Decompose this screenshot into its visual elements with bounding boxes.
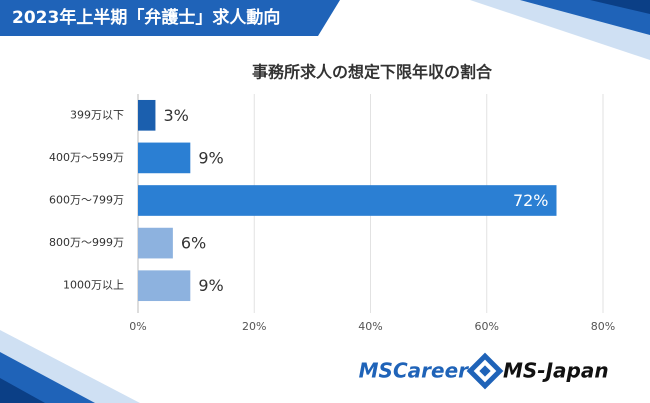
x-tick-label: 60% <box>475 320 499 333</box>
x-tick-label: 80% <box>591 320 615 333</box>
y-tick-label: 800万～999万 <box>49 236 124 249</box>
chart-title: 事務所求人の想定下限年収の割合 <box>252 63 493 82</box>
decor <box>590 0 650 14</box>
logo: MS-Japan <box>503 359 609 383</box>
data-label: 9% <box>198 148 223 167</box>
header-title: 2023年上半期「弁護士」求人動向 <box>12 7 280 28</box>
data-label: 3% <box>163 106 188 125</box>
data-label: 9% <box>198 276 223 295</box>
bar <box>138 142 191 174</box>
y-tick-label: 400万～599万 <box>49 151 124 164</box>
bar <box>138 227 173 259</box>
bar <box>138 99 156 131</box>
logo-mark <box>466 352 504 390</box>
x-tick-label: 0% <box>129 320 146 333</box>
bar <box>138 270 191 302</box>
logo: MSCareer <box>359 359 469 383</box>
data-label: 72% <box>513 191 549 210</box>
decor <box>0 378 45 403</box>
y-tick-label: 1000万以上 <box>63 279 124 292</box>
data-label: 6% <box>181 234 206 253</box>
decor <box>520 0 650 35</box>
y-tick-label: 399万以下 <box>70 108 124 121</box>
decor <box>0 352 95 403</box>
header-band <box>0 0 340 36</box>
bar <box>138 185 557 216</box>
x-tick-label: 40% <box>358 320 382 333</box>
y-tick-label: 600万～799万 <box>49 194 124 207</box>
x-tick-label: 20% <box>242 320 266 333</box>
